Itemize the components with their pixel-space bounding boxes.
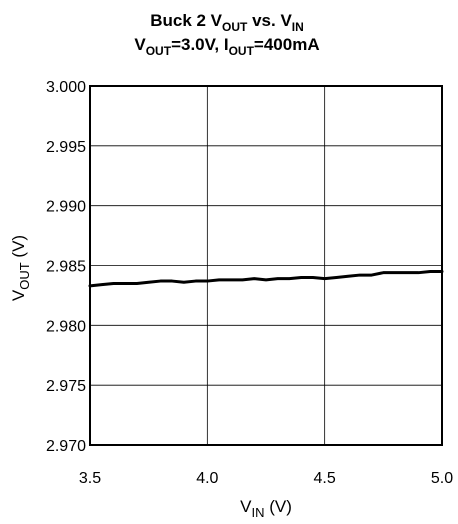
y-tick-labels: 2.970 2.975 2.980 2.985 2.990 2.995 3.000 [46,79,86,455]
y-tick-label: 3.000 [46,79,86,96]
chart-title-line2: VOUT=3.0V, IOUT=400mA [134,35,319,58]
y-tick-label: 2.970 [46,438,86,455]
plot-frame [89,85,443,446]
x-axis-label: VIN (V) [240,497,292,520]
y-tick-label: 2.975 [46,378,86,395]
y-tick-label: 2.985 [46,259,86,276]
x-tick-label: 5.0 [431,470,453,487]
x-tick-label: 3.5 [79,470,101,487]
y-tick-label: 2.980 [46,318,86,335]
x-tick-label: 4.0 [196,470,218,487]
grid-lines [89,85,443,446]
x-tick-labels: 3.5 4.0 4.5 5.0 [79,470,453,487]
y-tick-label: 2.995 [46,139,86,156]
chart-title-line1: Buck 2 VOUT vs. VIN [150,11,304,34]
y-tick-label: 2.990 [46,199,86,216]
x-tick-label: 4.5 [314,470,336,487]
series-line [88,269,444,288]
series-group [88,269,444,288]
y-axis-label: VOUT (V) [9,235,32,301]
